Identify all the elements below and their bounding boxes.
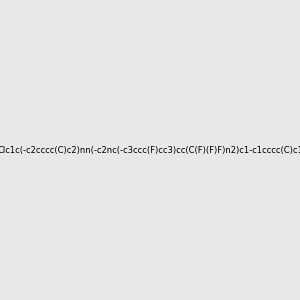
Text: Clc1c(-c2cccc(C)c2)nn(-c2nc(-c3ccc(F)cc3)cc(C(F)(F)F)n2)c1-c1cccc(C)c1: Clc1c(-c2cccc(C)c2)nn(-c2nc(-c3ccc(F)cc3… (0, 146, 300, 154)
